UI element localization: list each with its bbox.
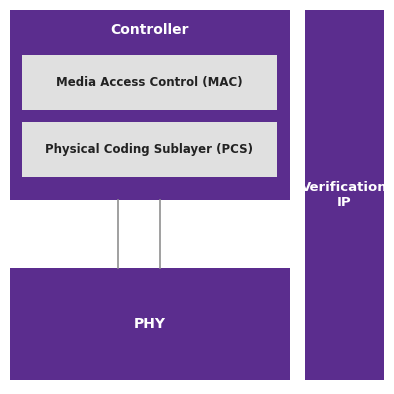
Bar	[10, 10, 290, 200]
Text: Media Access Control (MAC): Media Access Control (MAC)	[56, 76, 243, 89]
Bar	[305, 10, 384, 380]
Text: Physical Coding Sublayer (PCS): Physical Coding Sublayer (PCS)	[45, 143, 253, 156]
Bar	[22, 122, 277, 177]
Bar	[10, 268, 290, 380]
Text: PHY: PHY	[134, 317, 166, 331]
Text: Controller: Controller	[111, 23, 189, 37]
Bar	[22, 55, 277, 110]
Bar	[10, 200, 290, 268]
Text: Verification
IP: Verification IP	[301, 181, 388, 209]
